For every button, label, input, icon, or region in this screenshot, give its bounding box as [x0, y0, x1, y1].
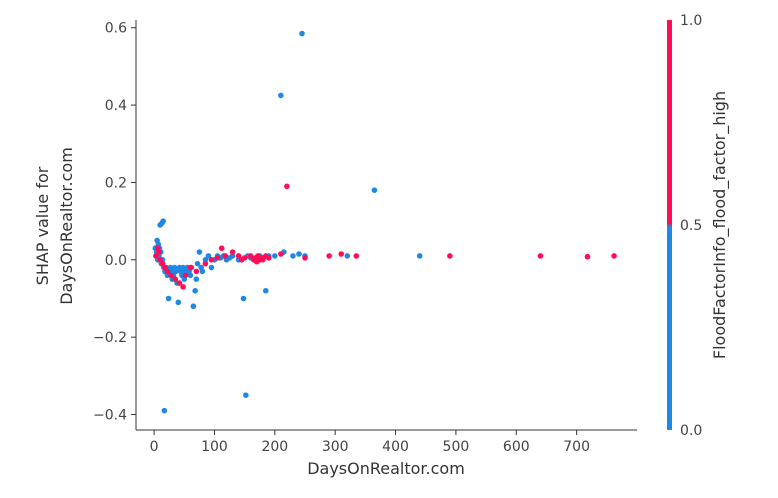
data-point-high [584, 253, 591, 260]
data-point-low [290, 253, 296, 259]
data-point-low [196, 249, 203, 255]
x-tick-label: 100 [201, 439, 228, 455]
data-point-high [153, 253, 159, 259]
y-axis-ticks: −0.4 −0.2 0.0 0.2 0.4 0.6 [93, 21, 136, 424]
y-axis-title-line-2: DaysOnRealtor.com [57, 147, 76, 305]
data-point-low [205, 253, 212, 259]
y-tick-label: −0.2 [93, 330, 127, 346]
data-point-low [193, 276, 200, 282]
data-point-high [229, 249, 236, 255]
x-tick-label: 600 [503, 439, 530, 455]
data-point-low [278, 92, 284, 99]
x-tick-label: 200 [261, 439, 288, 455]
y-axis-title-line-1: SHAP value for [33, 166, 52, 285]
data-point-high [284, 183, 290, 190]
x-tick-label: 700 [563, 439, 590, 455]
data-point-low [240, 295, 247, 302]
data-point-high [247, 253, 254, 259]
x-axis-ticks: 0 100 200 300 400 500 600 700 [150, 430, 590, 455]
data-point-high [218, 245, 225, 252]
data-point-low [165, 295, 172, 302]
scatter-points [152, 30, 617, 414]
data-point-high [202, 260, 209, 267]
data-point-high [241, 255, 248, 261]
y-tick-label: 0.0 [105, 253, 127, 269]
colorbar-tick-low: 0.0 [680, 423, 702, 439]
data-point-low [229, 253, 236, 259]
data-point-low [160, 218, 166, 224]
data-point-high [182, 272, 189, 279]
data-point-low [416, 253, 423, 259]
data-point-high [187, 264, 194, 271]
data-point-high [176, 280, 183, 286]
colorbar [667, 20, 672, 430]
colorbar-tick-high: 1.0 [680, 13, 702, 29]
data-point-high [193, 268, 200, 275]
data-point-low [187, 272, 194, 279]
data-point-high [235, 253, 242, 259]
data-point-low [299, 30, 305, 37]
data-point-high [168, 272, 174, 279]
colorbar-tick-mid: 0.5 [680, 218, 702, 234]
data-point-low [175, 299, 182, 306]
data-point-low [199, 268, 206, 275]
data-point-high [537, 253, 544, 259]
data-point-low [296, 251, 302, 257]
data-point-high [208, 257, 215, 263]
data-point-high [338, 251, 345, 257]
data-point-high [302, 255, 308, 261]
data-point-high [447, 253, 453, 259]
data-point-low [202, 257, 209, 263]
data-point-high [353, 253, 360, 259]
x-axis-title: DaysOnRealtor.com [307, 459, 465, 478]
x-tick-label: 500 [443, 439, 470, 455]
data-point-low [371, 187, 378, 193]
data-point-high [259, 257, 266, 263]
data-point-high [214, 255, 221, 261]
data-point-low [194, 260, 201, 267]
data-point-low [262, 287, 269, 294]
data-point-low [272, 253, 278, 259]
x-tick-label: 300 [322, 439, 349, 455]
data-point-high [172, 276, 179, 282]
colorbar-title: FloodFactorInfo_flood_factor_high [710, 91, 730, 359]
data-point-low [192, 287, 198, 294]
x-tick-label: 0 [150, 439, 159, 455]
y-tick-label: 0.4 [105, 98, 127, 114]
y-tick-label: −0.4 [93, 408, 127, 424]
data-point-high [222, 253, 229, 259]
data-point-low [344, 253, 351, 259]
data-point-high [164, 268, 171, 275]
data-point-low [173, 268, 179, 275]
y-tick-label: 0.2 [105, 175, 127, 191]
data-point-low [208, 264, 215, 271]
data-point-high [156, 249, 162, 255]
data-point-high [326, 253, 332, 259]
data-point-high [278, 251, 284, 257]
y-tick-label: 0.6 [105, 21, 127, 37]
x-tick-label: 400 [382, 439, 409, 455]
data-point-low [243, 392, 249, 398]
data-point-low [161, 407, 168, 414]
data-point-low [190, 303, 197, 310]
data-point-high [611, 253, 617, 259]
data-point-high [265, 255, 272, 261]
data-point-high [180, 284, 186, 290]
